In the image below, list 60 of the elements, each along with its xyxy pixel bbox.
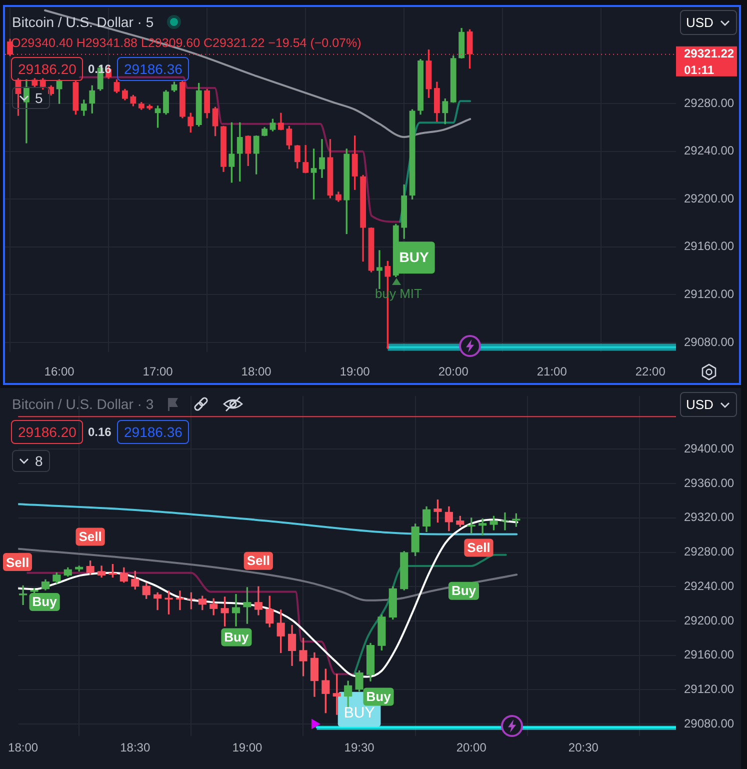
buy-button: 29186.36	[117, 420, 190, 444]
line-series	[353, 554, 507, 676]
annotation: 8	[35, 453, 43, 469]
y-tick-label: 29160.00	[684, 648, 734, 662]
currency-dropdown: USD	[680, 10, 737, 35]
annotation: Buy	[451, 582, 477, 598]
x-tick-label: 20:00	[456, 740, 487, 755]
x-tick-label: 22:00	[635, 364, 666, 379]
candlestick	[154, 592, 162, 610]
y-tick-label: 29400.00	[684, 442, 734, 456]
y-tick-label: 29360.00	[684, 476, 734, 490]
x-tick-label: 21:00	[536, 364, 568, 379]
annotation: Sell	[467, 540, 490, 555]
annotation: Sell	[3, 553, 32, 571]
annotation: Sell	[246, 552, 270, 568]
y-tick-label: 29080.00	[684, 716, 734, 730]
candlestick	[232, 594, 240, 626]
y-tick-label: 29200.00	[684, 191, 734, 206]
y-tick-label: 29120.00	[684, 286, 734, 301]
annotation: 5	[35, 90, 43, 106]
annotation: 0.16	[88, 424, 112, 441]
annotation: BUY	[344, 704, 375, 722]
x-tick-label: 18:00	[241, 364, 272, 379]
x-tick-label: 19:00	[340, 364, 370, 379]
x-tick-label: 19:30	[344, 740, 375, 755]
x-tick-label: 16:00	[44, 364, 75, 379]
line-series	[26, 572, 356, 676]
annotation: Sell	[78, 528, 102, 544]
annotation: Buy	[32, 594, 58, 610]
y-tick-label: 29240.00	[684, 578, 734, 593]
indicators-toggle: 8	[12, 450, 50, 472]
annotation: Buy	[224, 629, 250, 644]
x-tick-label: 19:00	[232, 740, 263, 755]
text: O29340.40 H29341.88 L29309.60 C29321.22 −19.54 (−0.07%)	[11, 35, 362, 51]
ref-line-label: 29321.22	[684, 46, 734, 61]
y-tick-label: 29280.00	[684, 96, 734, 110]
y-tick-label: 29120.00	[684, 682, 734, 696]
y-tick-label: 29160.00	[684, 239, 734, 254]
y-tick-label: 29080.00	[684, 334, 734, 349]
x-tick-label: 18:30	[120, 740, 150, 755]
chart-title: Bitcoin / U.S. Dollar · 3	[12, 395, 154, 413]
x-tick-label: 18:00	[8, 740, 38, 755]
y-tick-label: 29200.00	[684, 613, 734, 628]
y-tick-label: 29320.00	[684, 510, 734, 524]
candlestick	[376, 250, 382, 290]
currency-dropdown: USD	[680, 392, 737, 417]
x-tick-label: 20:30	[568, 740, 599, 755]
text: 01:11	[684, 63, 714, 77]
x-tick-label: 17:00	[142, 364, 174, 379]
y-tick-label: 29280.00	[684, 544, 734, 559]
x-tick-label: 20:00	[438, 364, 469, 379]
sell-button: 29186.20	[11, 420, 84, 444]
candlestick	[500, 512, 510, 530]
buy-button: 29186.36	[117, 57, 190, 81]
y-tick-label: 29240.00	[684, 144, 734, 158]
sell-button: 29186.20	[11, 57, 84, 81]
indicators-toggle: 5	[12, 87, 50, 109]
candlestick	[478, 518, 487, 536]
annotation: Buy	[366, 688, 392, 704]
annotation: BUY	[399, 249, 430, 265]
